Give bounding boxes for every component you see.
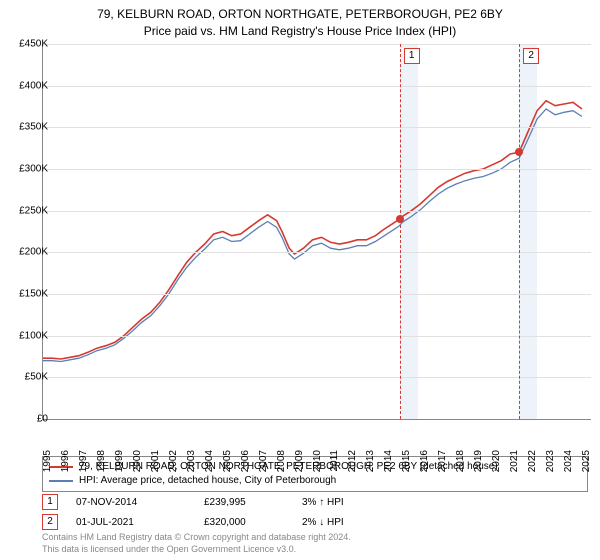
ytick-label: £150K [8,289,48,300]
sale-date: 07-NOV-2014 [76,497,186,508]
title-line-1: 79, KELBURN ROAD, ORTON NORTHGATE, PETER… [0,6,600,23]
xtick-label: 2012 [347,450,358,472]
sale-row: 2 01-JUL-2021 £320,000 2% ↓ HPI [42,514,590,530]
xtick-label: 1995 [42,450,53,472]
xtick-label: 2011 [329,450,340,472]
ytick-label: £400K [8,80,48,91]
chart-title-block: 79, KELBURN ROAD, ORTON NORTHGATE, PETER… [0,0,600,40]
gridline [43,86,591,87]
sale-pct: 3% ↑ HPI [302,497,382,508]
sale-badge: 1 [42,494,58,510]
xtick-label: 2015 [401,450,412,472]
sale-price: £239,995 [204,497,284,508]
xtick-label: 2019 [473,450,484,472]
xtick-label: 2017 [437,450,448,472]
xtick-label: 2014 [383,450,394,472]
xtick-label: 2004 [204,450,215,472]
event-vlabel: 1 [404,48,420,64]
footer-note: Contains HM Land Registry data © Crown c… [42,532,351,555]
xtick-label: 2000 [132,450,143,472]
footer-line-1: Contains HM Land Registry data © Crown c… [42,532,351,544]
series-line [43,109,582,362]
xtick-label: 2025 [581,450,592,472]
sale-badge: 2 [42,514,58,530]
sale-date: 01-JUL-2021 [76,517,186,528]
event-vline [519,44,520,419]
xtick-label: 2007 [258,450,269,472]
xtick-label: 2010 [312,450,323,472]
series-line [43,101,582,359]
ytick-label: £300K [8,164,48,175]
event-vline [400,44,401,419]
gridline [43,294,591,295]
xtick-label: 2008 [276,450,287,472]
ytick-label: £0 [8,414,48,425]
chart-lines-svg [43,44,591,419]
xtick-label: 1998 [96,450,107,472]
xtick-label: 2023 [545,450,556,472]
footer-line-2: This data is licensed under the Open Gov… [42,544,351,556]
gridline [43,211,591,212]
xtick-label: 2001 [150,450,161,472]
gridline [43,169,591,170]
xtick-label: 2021 [509,450,520,472]
ytick-label: £100K [8,330,48,341]
legend-label: HPI: Average price, detached house, City… [79,474,336,488]
gridline [43,377,591,378]
xtick-label: 2005 [222,450,233,472]
gridline [43,44,591,45]
xtick-label: 2002 [168,450,179,472]
ytick-label: £350K [8,122,48,133]
xtick-label: 2024 [563,450,574,472]
gridline [43,336,591,337]
title-line-2: Price paid vs. HM Land Registry's House … [0,23,600,40]
xtick-label: 1996 [60,450,71,472]
ytick-label: £200K [8,247,48,258]
xtick-label: 2006 [240,450,251,472]
price-marker [515,148,523,156]
gridline [43,252,591,253]
chart-plot-area: 12 [42,44,591,420]
gridline [43,127,591,128]
xtick-label: 1999 [114,450,125,472]
xtick-label: 2003 [186,450,197,472]
sales-table: 1 07-NOV-2014 £239,995 3% ↑ HPI 2 01-JUL… [42,494,590,534]
price-marker [396,215,404,223]
xtick-label: 2009 [294,450,305,472]
sale-row: 1 07-NOV-2014 £239,995 3% ↑ HPI [42,494,590,510]
ytick-label: £250K [8,205,48,216]
xtick-label: 2022 [527,450,538,472]
ytick-label: £50K [8,372,48,383]
ytick-label: £450K [8,39,48,50]
legend-row: HPI: Average price, detached house, City… [49,474,581,488]
xtick-label: 2016 [419,450,430,472]
xtick-label: 2018 [455,450,466,472]
xtick-label: 2013 [365,450,376,472]
legend-swatch [49,480,73,482]
sale-price: £320,000 [204,517,284,528]
xtick-label: 1997 [78,450,89,472]
sale-pct: 2% ↓ HPI [302,517,382,528]
event-vlabel: 2 [523,48,539,64]
xtick-label: 2020 [491,450,502,472]
